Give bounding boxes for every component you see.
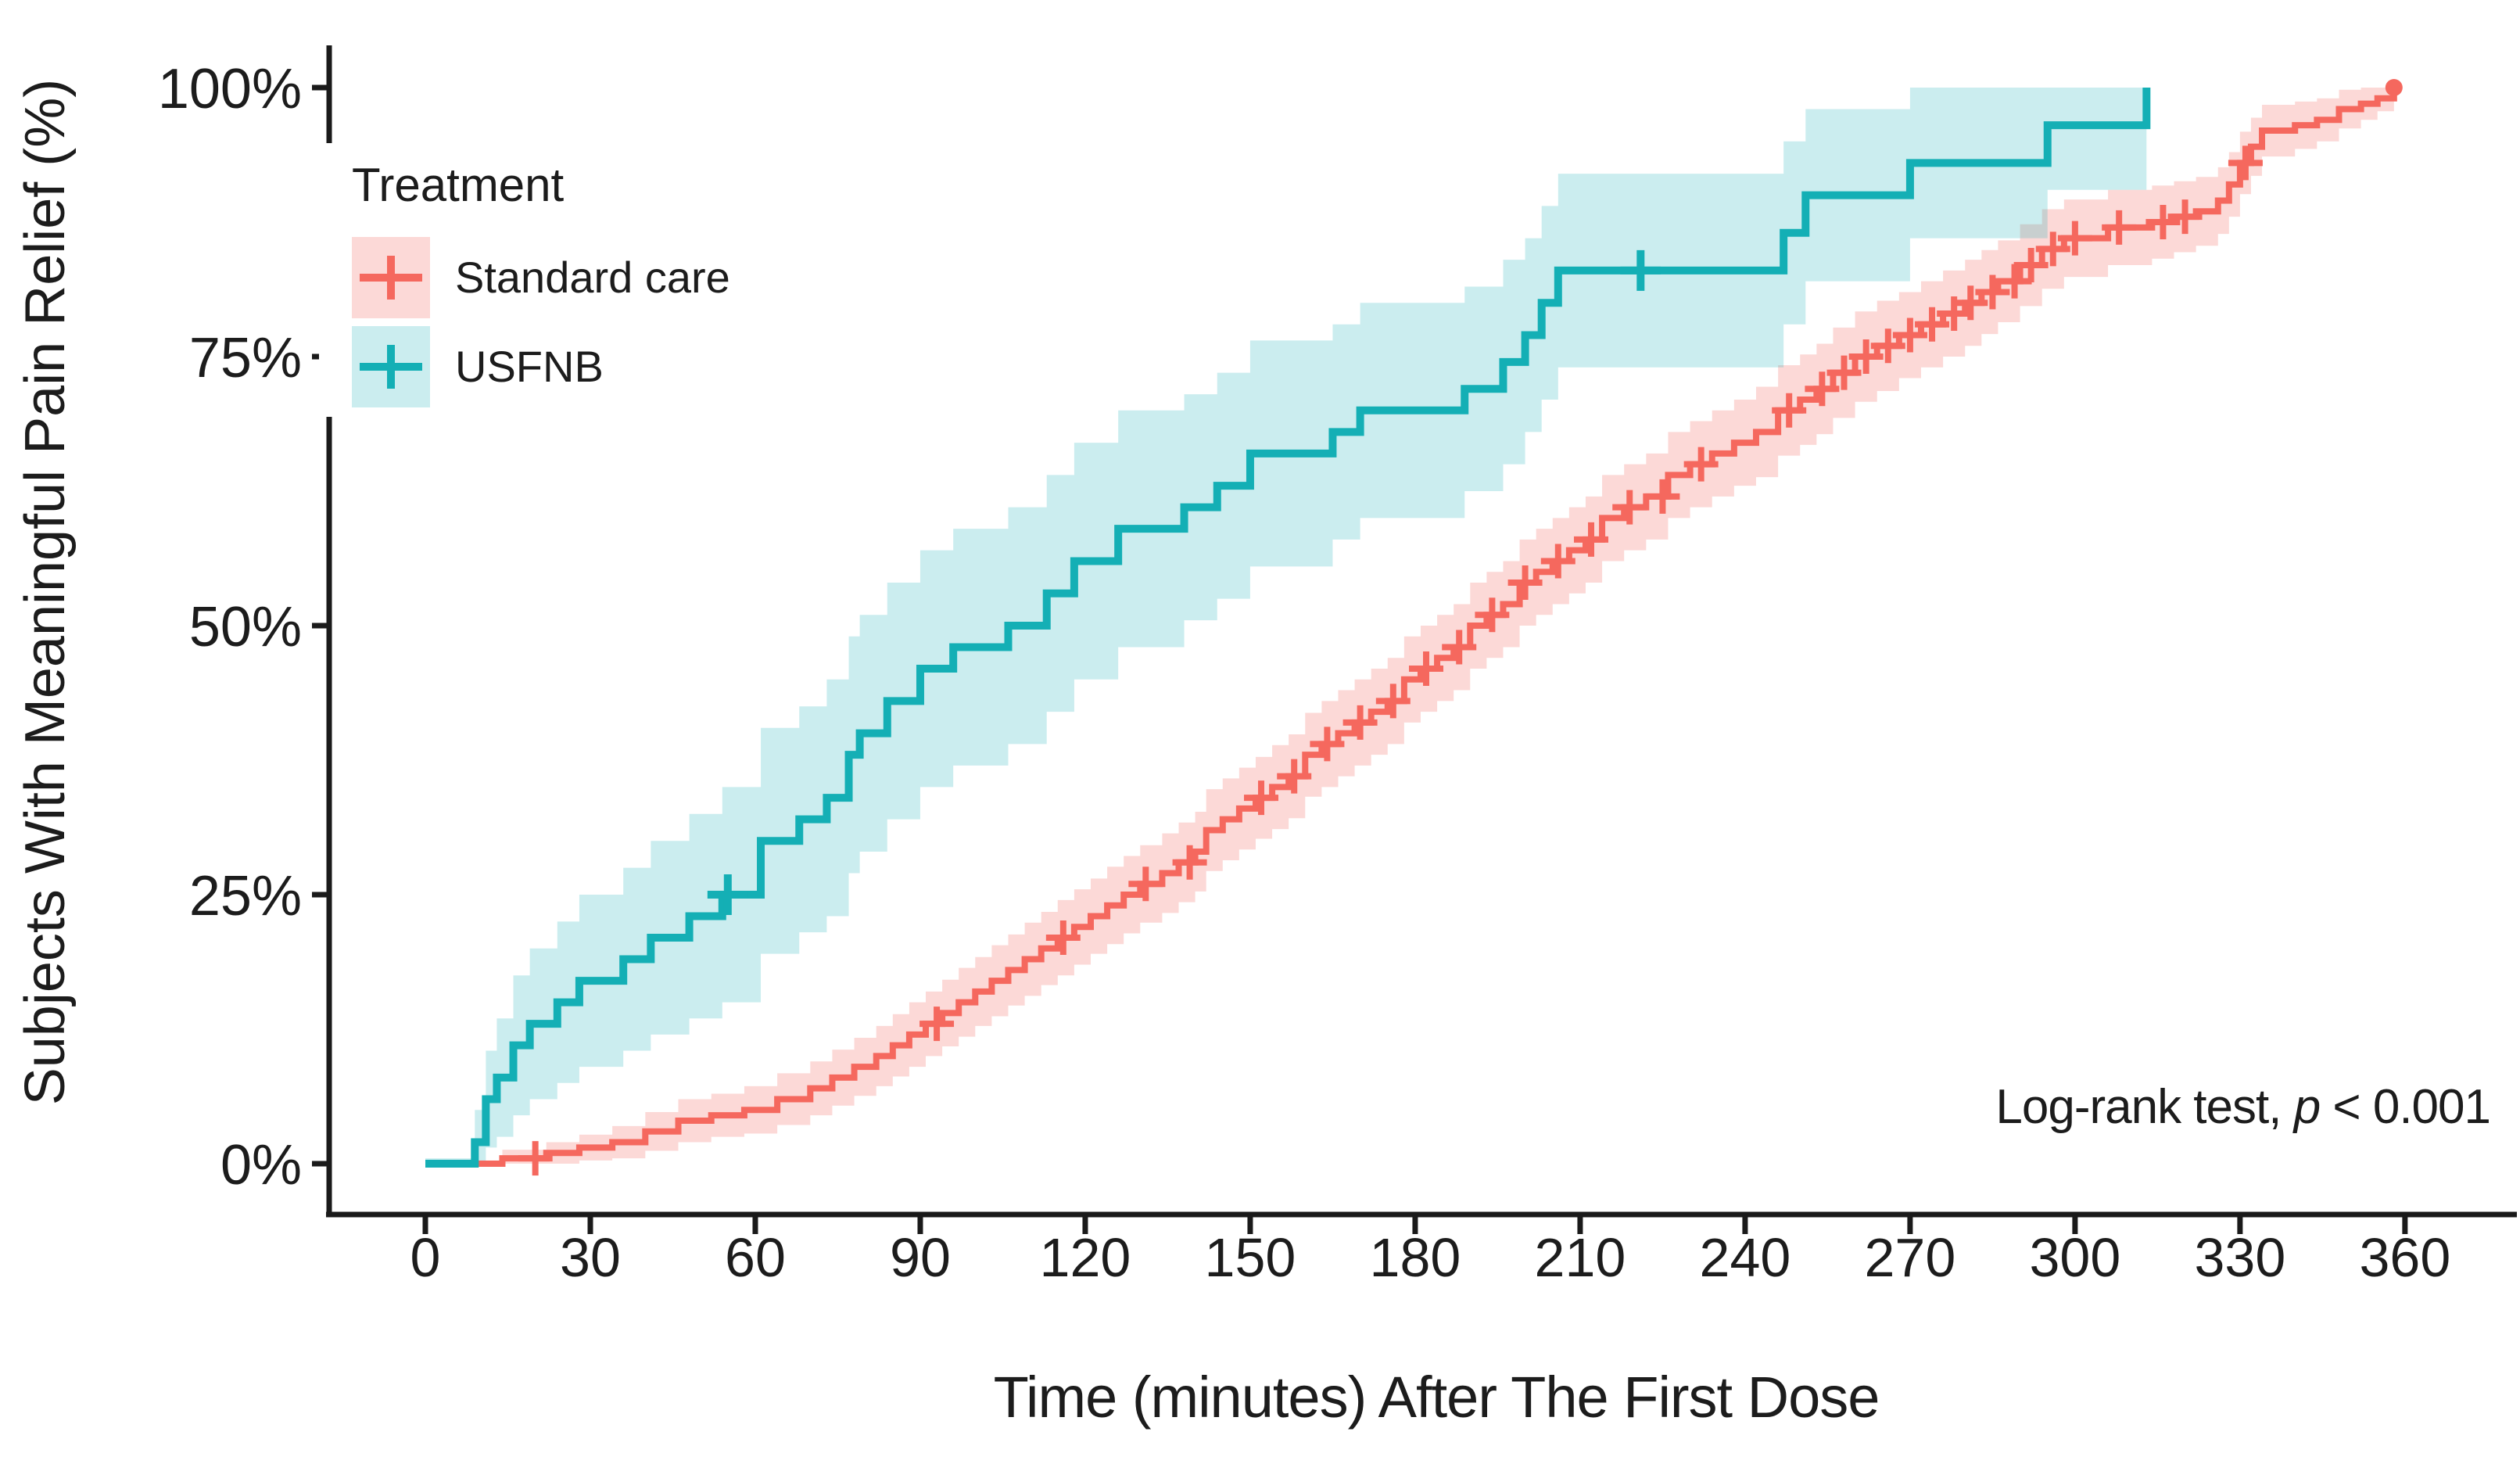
- legend-item-usfnb[interactable]: USFNB: [352, 326, 604, 407]
- annotation-prefix: Log-rank test,: [1995, 1080, 2293, 1134]
- censor-mark: [1870, 328, 1905, 364]
- x-tick-label: 60: [725, 1227, 786, 1288]
- x-tick-label: 120: [1040, 1227, 1131, 1288]
- censor-mark: [919, 1006, 955, 1042]
- censor-mark: [1826, 355, 1862, 390]
- censor-mark: [2035, 231, 2070, 267]
- x-axis-title: Time (minutes) After The First Dose: [994, 1365, 1880, 1430]
- legend-item-label: Standard care: [455, 253, 730, 302]
- censor-mark: [518, 1141, 553, 1176]
- plot-area: [425, 79, 2403, 1176]
- annotation-p-symbol: p: [2292, 1080, 2320, 1134]
- censor-mark: [1574, 522, 1608, 557]
- annotation-suffix: < 0.001: [2332, 1080, 2490, 1134]
- confidence-band-usfnb: [425, 88, 2147, 1164]
- censor-mark: [2145, 205, 2181, 239]
- x-tick-label: 30: [560, 1227, 621, 1288]
- y-tick-label: 75%: [189, 327, 302, 389]
- x-axis-ticks: [422, 1217, 2408, 1234]
- censor-marks-usfnb: [707, 249, 1661, 915]
- log-rank-annotation: Log-rank test, p < 0.001: [1995, 1080, 2490, 1134]
- y-tick-labels: 100% 75% 50% 25% 0%: [158, 58, 302, 1197]
- legend-item-standard-care[interactable]: Standard care: [352, 237, 730, 318]
- censor-mark: [1172, 845, 1207, 880]
- y-axis-title: Subjects With Meaningful Pain Relief (%): [14, 79, 77, 1106]
- censor-mark: [1310, 727, 1345, 762]
- censor-mark: [1997, 264, 2032, 299]
- censor-mark: [1342, 705, 1378, 740]
- censor-mark: [707, 874, 748, 915]
- x-tick-label: 180: [1370, 1227, 1461, 1288]
- censor-mark: [1772, 393, 1807, 428]
- censor-mark: [2167, 199, 2203, 235]
- confidence-band-standard-care: [425, 88, 2394, 1164]
- censor-mark: [2228, 145, 2263, 181]
- censor-mark: [1620, 249, 1661, 291]
- censor-mark: [1128, 867, 1163, 902]
- censor-mark: [1442, 630, 1477, 665]
- censor-mark: [1475, 597, 1510, 633]
- x-tick-label: 300: [2030, 1227, 2121, 1288]
- censor-marks-standard-care: [518, 145, 2263, 1176]
- x-tick-label: 0: [410, 1227, 441, 1288]
- censor-mark: [1277, 759, 1312, 794]
- x-tick-label: 240: [1700, 1227, 1791, 1288]
- censor-mark: [1612, 490, 1647, 525]
- x-tick-label: 90: [890, 1227, 951, 1288]
- censor-mark: [2057, 221, 2092, 256]
- legend: Treatment Standard care USFNB: [319, 143, 788, 417]
- x-tick-labels: 0 30 60 90 120 150 180 210 240 270 300 330 360: [410, 1227, 2451, 1288]
- censor-mark: [1507, 565, 1543, 600]
- censor-mark: [2102, 210, 2137, 245]
- censor-mark: [1915, 307, 1950, 342]
- censor-mark: [1848, 339, 1884, 374]
- y-tick-label: 25%: [189, 865, 302, 928]
- censor-mark: [1375, 684, 1411, 719]
- censor-mark: [2013, 248, 2049, 283]
- censor-mark: [1683, 447, 1719, 482]
- x-tick-label: 360: [2359, 1227, 2450, 1288]
- x-tick-label: 270: [1865, 1227, 1956, 1288]
- y-tick-label: 100%: [158, 58, 302, 120]
- x-tick-label: 210: [1535, 1227, 1626, 1288]
- censor-mark: [1645, 479, 1680, 514]
- x-tick-label: 150: [1205, 1227, 1296, 1288]
- axes: 100% 75% 50% 25% 0% 0 30 60 90 120 150 180 210 240 27…: [158, 45, 2517, 1288]
- x-tick-label: 330: [2194, 1227, 2285, 1288]
- y-tick-label: 0%: [220, 1134, 302, 1197]
- censor-mark: [1805, 371, 1840, 407]
- legend-item-label: USFNB: [455, 342, 604, 391]
- end-dot-standard-care: [2385, 79, 2403, 96]
- censor-mark: [1045, 920, 1081, 956]
- censor-mark: [1953, 285, 1988, 321]
- legend-key-cross-usfnb: [360, 345, 422, 389]
- legend-key-cross-standard-care: [360, 256, 422, 300]
- curve-usfnb: [425, 88, 2151, 1168]
- censor-mark: [1975, 274, 2010, 310]
- censor-mark: [1409, 651, 1444, 687]
- censor-mark: [1244, 780, 1279, 816]
- censor-mark: [1892, 318, 1927, 353]
- y-tick-label: 50%: [189, 596, 302, 658]
- censor-mark: [1540, 544, 1575, 579]
- legend-title: Treatment: [352, 159, 565, 211]
